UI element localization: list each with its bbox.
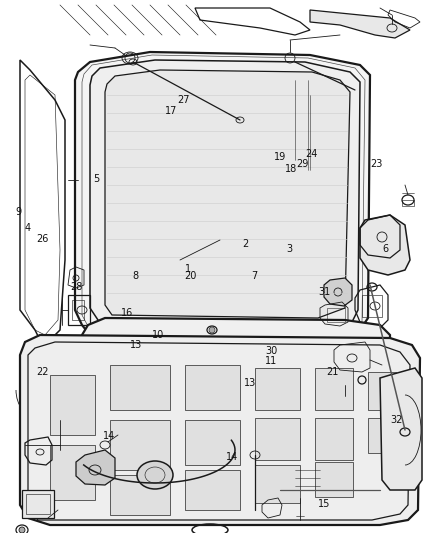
Text: 31: 31: [318, 287, 330, 297]
Text: 21: 21: [327, 367, 339, 377]
Ellipse shape: [209, 327, 215, 333]
Polygon shape: [324, 278, 352, 306]
Bar: [26, 494, 50, 514]
Text: 13: 13: [244, 378, 256, 387]
Polygon shape: [275, 455, 325, 498]
Text: 22: 22: [37, 367, 49, 377]
Bar: [72, 300, 84, 320]
Bar: [368, 372, 396, 410]
Text: 32: 32: [390, 415, 403, 425]
Text: 10: 10: [152, 330, 164, 340]
Bar: [25, 420, 60, 445]
Text: 20: 20: [184, 271, 197, 281]
Text: 11: 11: [265, 357, 278, 366]
Bar: [110, 475, 170, 515]
Text: 23: 23: [371, 159, 383, 169]
Polygon shape: [260, 472, 280, 482]
Bar: [368, 418, 396, 453]
Bar: [305, 364, 313, 380]
Bar: [315, 462, 353, 497]
Bar: [110, 420, 170, 470]
Text: 7: 7: [251, 271, 257, 281]
Text: 24: 24: [305, 149, 317, 158]
Bar: [68, 295, 90, 325]
Text: 13: 13: [130, 341, 142, 350]
Text: 16: 16: [121, 309, 133, 318]
Bar: [255, 368, 300, 410]
Text: 4: 4: [24, 223, 30, 233]
Text: 9: 9: [15, 207, 21, 217]
Bar: [267, 495, 285, 517]
Text: 17: 17: [165, 106, 177, 116]
Bar: [50, 375, 95, 435]
Text: 18: 18: [285, 165, 297, 174]
Text: 6: 6: [382, 245, 389, 254]
Bar: [255, 418, 300, 460]
Text: 3: 3: [286, 245, 292, 254]
Text: 28: 28: [71, 282, 83, 292]
Bar: [255, 465, 300, 503]
Bar: [185, 420, 240, 465]
Text: 14: 14: [103, 431, 116, 441]
Bar: [315, 418, 353, 460]
Text: 1: 1: [185, 264, 191, 274]
Text: 19: 19: [274, 152, 286, 162]
Bar: [362, 295, 382, 317]
Polygon shape: [90, 60, 360, 332]
Text: 15: 15: [318, 499, 330, 508]
Bar: [327, 308, 345, 322]
Polygon shape: [76, 450, 115, 485]
Text: 30: 30: [265, 346, 278, 356]
Text: 5: 5: [93, 174, 99, 183]
Polygon shape: [310, 10, 410, 38]
Text: 2: 2: [242, 239, 248, 249]
Bar: [22, 490, 54, 518]
Bar: [317, 364, 325, 380]
Text: 27: 27: [178, 95, 190, 105]
Bar: [293, 364, 301, 380]
Polygon shape: [82, 318, 390, 450]
Text: 8: 8: [133, 271, 139, 281]
Text: 14: 14: [226, 453, 238, 462]
Text: 29: 29: [296, 159, 308, 169]
Bar: [315, 368, 353, 410]
Ellipse shape: [19, 527, 25, 533]
Bar: [110, 365, 170, 410]
Bar: [185, 365, 240, 410]
Polygon shape: [20, 335, 420, 525]
Polygon shape: [105, 70, 350, 318]
Bar: [28, 425, 40, 435]
Polygon shape: [360, 215, 410, 275]
Bar: [50, 445, 95, 500]
Bar: [185, 470, 240, 510]
Text: 26: 26: [37, 234, 49, 244]
Polygon shape: [380, 368, 422, 490]
Polygon shape: [75, 52, 370, 340]
Ellipse shape: [137, 461, 173, 489]
